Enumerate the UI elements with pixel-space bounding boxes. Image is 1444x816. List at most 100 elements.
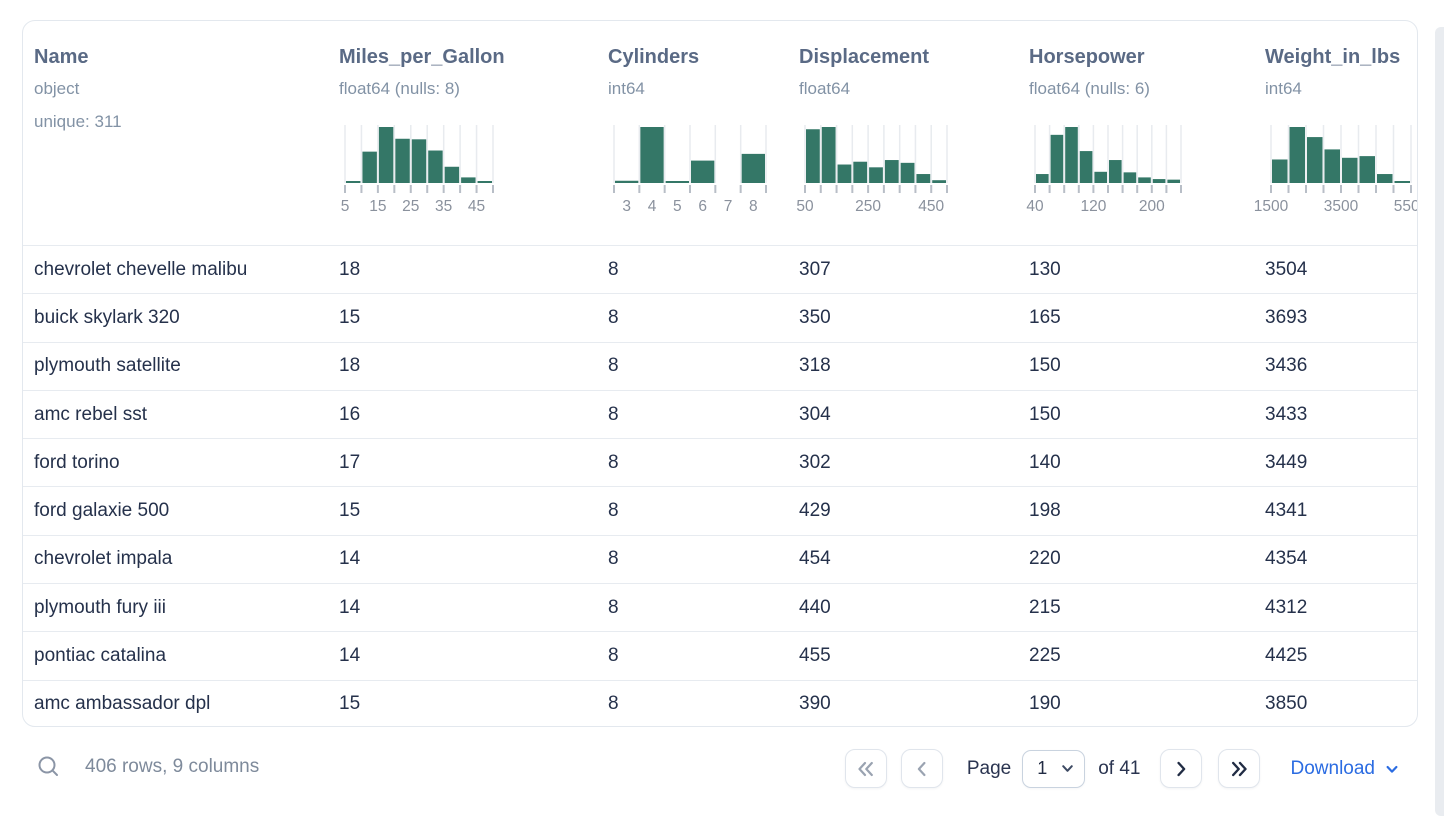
column-name: Name [34, 46, 89, 68]
table-cell: 16 [328, 389, 597, 438]
last-page-button[interactable] [1217, 749, 1260, 788]
table-cell: 455 [788, 631, 1018, 679]
svg-text:5: 5 [341, 198, 350, 215]
table-cell: 8 [597, 341, 788, 390]
table-cell: ford galaxie 500 [23, 486, 328, 534]
table-cell: 150 [1018, 389, 1254, 438]
table-cell: 15 [328, 679, 597, 726]
table-row: ford torino 17 8 302 140 3449 [23, 438, 1417, 486]
table-cell: 304 [788, 389, 1018, 438]
table-cell: 3436 [1254, 341, 1417, 390]
page-label: Page [966, 757, 1012, 779]
table-row: chevrolet chevelle malibu 18 8 307 130 3504 [23, 245, 1417, 293]
previous-page-button[interactable] [900, 749, 943, 788]
column-type: float64 (nulls: 8) [339, 79, 460, 98]
table-cell: 440 [788, 583, 1018, 631]
table-cell: 8 [597, 293, 788, 341]
svg-text:3500: 3500 [1324, 198, 1359, 215]
table-rows: chevrolet chevelle malibu 18 8 307 130 3504 bu… [23, 245, 1417, 726]
table-cell: 3693 [1254, 293, 1417, 341]
table-row: amc rebel sst 16 8 304 150 3433 [23, 389, 1417, 438]
page-number-select[interactable]: 1 [1022, 749, 1086, 788]
column-name: Miles_per_Gallon [339, 46, 505, 68]
table-cell: 8 [597, 583, 788, 631]
column-name: Cylinders [608, 46, 700, 68]
svg-text:1500: 1500 [1254, 198, 1289, 215]
svg-text:250: 250 [855, 198, 881, 215]
table-cell: 14 [328, 534, 597, 583]
chevron-down-icon [1060, 761, 1075, 776]
first-page-button[interactable] [844, 749, 887, 788]
table-cell: 18 [328, 341, 597, 390]
table-cell: 14 [328, 631, 597, 679]
column-type: object [34, 79, 80, 98]
table-cell: buick skylark 320 [23, 293, 328, 341]
next-page-button[interactable] [1159, 749, 1202, 788]
table-cell: plymouth satellite [23, 341, 328, 390]
histogram-weight-in-lbs[interactable]: 1500 3500 5500 [1254, 125, 1418, 217]
table-cell: 4425 [1254, 631, 1417, 679]
table-cell: 130 [1018, 245, 1254, 293]
table-cell: 15 [328, 486, 597, 534]
svg-text:120: 120 [1080, 198, 1106, 215]
svg-text:6: 6 [698, 198, 707, 215]
table-cell: 15 [328, 293, 597, 341]
histogram-horsepower[interactable]: 40 120 200 [1026, 125, 1254, 217]
svg-text:8: 8 [749, 198, 758, 215]
table-cell: 390 [788, 679, 1018, 726]
column-name: Weight_in_lbs [1265, 46, 1401, 68]
svg-text:5500: 5500 [1394, 198, 1418, 215]
download-label: Download [1290, 757, 1376, 779]
column-type: int64 [1265, 79, 1302, 98]
column-header-miles-per-gallon[interactable]: Miles_per_Gallon float64 (nulls: 8) 5 15 2… [328, 45, 597, 245]
histogram-miles-per-gallon[interactable]: 5 15 25 35 45 [341, 125, 597, 217]
table-cell: 3504 [1254, 245, 1417, 293]
svg-text:3: 3 [622, 198, 631, 215]
table-row: buick skylark 320 15 8 350 165 3693 [23, 293, 1417, 341]
table-row: amc ambassador dpl 15 8 390 190 3850 [23, 679, 1417, 726]
table-cell: 220 [1018, 534, 1254, 583]
total-pages-label: of 41 [1098, 757, 1141, 779]
column-name: Displacement [799, 46, 930, 68]
svg-text:40: 40 [1026, 198, 1044, 215]
column-unique-count: unique: 311 [34, 112, 122, 131]
table-cell: amc ambassador dpl [23, 679, 328, 726]
histogram-displacement[interactable]: 50 250 450 [796, 125, 1018, 217]
table-cell: chevrolet chevelle malibu [23, 245, 328, 293]
data-table-card: Name object unique: 311 Miles_per_Gallon… [22, 20, 1418, 727]
column-header-displacement[interactable]: Displacement float64 50 250 450 [788, 45, 1018, 245]
column-header-name[interactable]: Name object unique: 311 [23, 45, 328, 245]
table-cell: 150 [1018, 341, 1254, 390]
svg-text:4: 4 [648, 198, 657, 215]
table-cell: 3850 [1254, 679, 1417, 726]
column-header-weight-in-lbs[interactable]: Weight_in_lbs int64 1500 3500 5500 [1254, 45, 1418, 245]
table-row: ford galaxie 500 15 8 429 198 4341 [23, 486, 1417, 534]
table-cell: 454 [788, 534, 1018, 583]
svg-text:45: 45 [468, 198, 485, 215]
column-type: int64 [608, 79, 645, 98]
table-cell: 307 [788, 245, 1018, 293]
table-cell: 4312 [1254, 583, 1417, 631]
table-cell: 17 [328, 438, 597, 486]
column-name: Horsepower [1029, 46, 1145, 68]
column-header-horsepower[interactable]: Horsepower float64 (nulls: 6) 40 120 200 [1018, 45, 1254, 245]
svg-text:15: 15 [369, 198, 386, 215]
table-cell: pontiac catalina [23, 631, 328, 679]
vertical-scrollbar[interactable] [1435, 27, 1444, 816]
table-cell: 18 [328, 245, 597, 293]
table-cell: 3433 [1254, 389, 1417, 438]
search-icon[interactable] [36, 754, 62, 780]
svg-text:450: 450 [918, 198, 944, 215]
table-cell: 4354 [1254, 534, 1417, 583]
download-button[interactable]: Download [1291, 758, 1401, 780]
table-header: Name object unique: 311 Miles_per_Gallon… [23, 21, 1417, 245]
table-cell: 429 [788, 486, 1018, 534]
table-cell: 14 [328, 583, 597, 631]
table-cell: 8 [597, 245, 788, 293]
svg-text:7: 7 [724, 198, 733, 215]
table-cell: 8 [597, 438, 788, 486]
pagination-bar: Page 1 of 41 Download [844, 749, 1401, 788]
